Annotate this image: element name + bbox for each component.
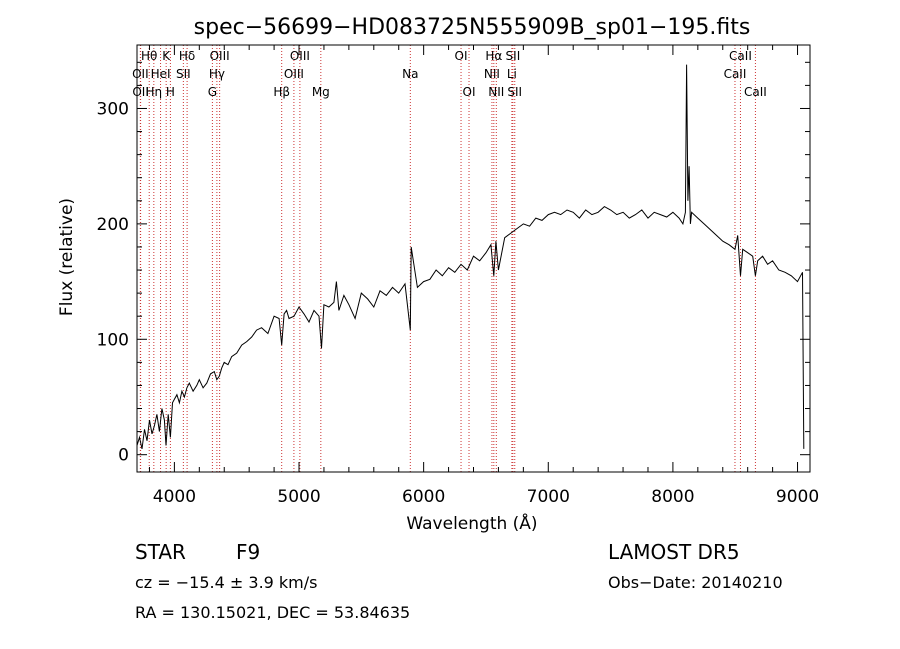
y-tick-label: 300 xyxy=(97,99,129,119)
line-marker-label: Hα xyxy=(485,49,502,63)
line-marker-label: Na xyxy=(402,67,418,81)
chart-title: spec−56699−HD083725N555909B_sp01−195.fit… xyxy=(194,15,751,40)
line-marker-label: G xyxy=(208,85,217,99)
line-marker-label: SII xyxy=(507,85,522,99)
line-marker-label: OI xyxy=(463,85,476,99)
x-tick-label: 8000 xyxy=(651,487,694,507)
y-tick-label: 200 xyxy=(97,215,129,235)
redshift-cz: cz = −15.4 ± 3.9 km/s xyxy=(135,573,318,592)
x-tick-label: 5000 xyxy=(277,487,320,507)
ra-dec-coordinates: RA = 130.15021, DEC = 53.84635 xyxy=(135,603,411,622)
line-marker-label: Hγ xyxy=(209,67,225,81)
line-marker-label: OII xyxy=(132,67,149,81)
y-tick-label: 100 xyxy=(97,330,129,350)
y-tick-label: 0 xyxy=(118,446,129,466)
x-tick-label: 7000 xyxy=(527,487,570,507)
object-subclass: F9 xyxy=(236,540,261,564)
line-marker-label: NII xyxy=(484,67,500,81)
line-marker-label: Mg xyxy=(312,85,330,99)
line-marker-label: CaII xyxy=(744,85,767,99)
line-marker-label: Hδ xyxy=(179,49,195,63)
line-marker-label: OIII xyxy=(290,49,310,63)
y-axis-label: Flux (relative) xyxy=(57,198,77,316)
line-marker-label: OII xyxy=(132,85,149,99)
x-tick-label: 6000 xyxy=(402,487,445,507)
line-marker-label: Hβ xyxy=(273,85,290,99)
observation-date: Obs−Date: 20140210 xyxy=(608,573,783,592)
plot-frame xyxy=(136,44,811,473)
survey-name: LAMOST DR5 xyxy=(608,540,740,564)
x-axis-label: Wavelength (Å) xyxy=(406,512,537,534)
line-marker-label: NII xyxy=(488,85,504,99)
line-marker-label: OI xyxy=(455,49,468,63)
y-axis-ticks: 0 100 200 300 xyxy=(97,61,810,466)
line-marker-label: HeI xyxy=(151,67,171,81)
line-marker-label: H xyxy=(166,85,175,99)
x-tick-label: 9000 xyxy=(776,487,819,507)
x-tick-label: 4000 xyxy=(153,487,196,507)
line-marker-label: K xyxy=(162,49,171,63)
line-marker-label: CaII xyxy=(729,49,752,63)
line-marker-label: CaII xyxy=(724,67,747,81)
object-type: STAR xyxy=(135,540,186,564)
spectrum-line xyxy=(136,64,805,450)
x-axis-ticks: 4000 5000 6000 7000 8000 9000 xyxy=(148,45,819,507)
line-marker-label: SII xyxy=(506,49,521,63)
line-marker-label: SII xyxy=(176,67,191,81)
line-marker-label: OIII xyxy=(284,67,304,81)
line-marker-label: Li xyxy=(507,67,517,81)
line-marker-label: OIII xyxy=(210,49,230,63)
line-marker-label: Hη xyxy=(146,85,163,99)
line-marker-label: Hθ xyxy=(141,49,157,63)
spectral-line-markers xyxy=(139,45,756,472)
